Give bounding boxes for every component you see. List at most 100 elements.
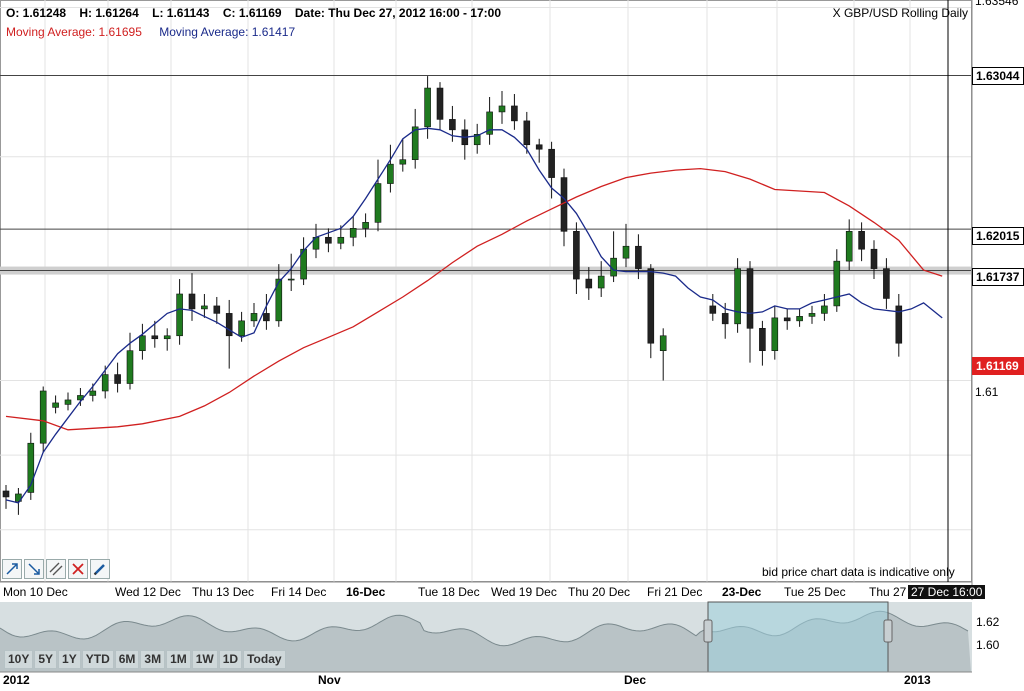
candle-body [337,236,345,244]
range-1d-button[interactable]: 1D [218,650,243,669]
candle-body [647,268,655,344]
candle-body [796,316,803,322]
candle-body [734,268,741,325]
navigator-left-handle [703,619,713,643]
candle-body [449,119,456,131]
x-label: Thu 20 Dec [568,585,631,599]
range-10y-button[interactable]: 10Y [4,650,34,669]
chart-grid [0,0,973,600]
range-1y-button[interactable]: 1Y [58,650,81,669]
ma-fast-line [5,127,943,504]
candle-body [573,231,580,280]
range-1m-button[interactable]: 1M [166,650,191,669]
moving-averages [5,127,943,504]
nav-x-label: Nov [318,673,341,687]
x-label: Fri 14 Dec [271,585,327,599]
candle-body [2,490,10,498]
horizontal-levels [0,75,971,275]
candle-body [597,275,605,289]
range-selector: 10Y 5Y 1Y YTD 6M 3M 1M 1W 1D Today [4,650,287,669]
x-label: Fri 21 Dec [647,585,703,599]
candle-body [213,305,221,314]
candle-body [39,390,47,444]
x-label: Wed 19 Dec [491,585,557,599]
candle-body [64,399,72,405]
range-5y-button[interactable]: 5Y [34,650,58,669]
trend-down-icon[interactable] [24,559,44,579]
range-today-button[interactable]: Today [243,650,286,669]
candle-body [883,268,890,299]
x-axis-labels: Mon 10 Dec Wed 12 Dec Thu 13 Dec Fri 14 … [0,584,1024,600]
range-6m-button[interactable]: 6M [114,650,140,669]
x-label: Thu 13 Dec [192,585,255,599]
candle-body [498,105,506,113]
candle-body [473,134,481,146]
x-label: Mon 10 Dec [3,585,68,599]
nav-x-label: Dec [624,673,647,687]
candle-body [238,320,245,337]
candle-body [771,317,779,351]
candle-body [709,305,717,314]
candle-body [833,260,841,307]
last-price-label: 1.61169 [972,357,1024,375]
candle-body [436,87,444,120]
candle-body [721,313,729,325]
range-ytd-button[interactable]: YTD [81,650,114,669]
candle-body [808,313,816,317]
range-1w-button[interactable]: 1W [191,650,218,669]
nav-y-label: 1.62 [976,615,1000,629]
candle-body [176,293,183,337]
low-value: L: 1.61143 [152,6,210,20]
x-label: 16-Dec [346,585,386,599]
candle-body [523,120,531,146]
candle-body [163,335,171,340]
candle-body [101,374,109,392]
delete-x-icon[interactable] [68,559,88,579]
plot-frame [0,0,972,582]
ma-slow-line [5,167,943,431]
candle-body [263,313,270,322]
candle-body [250,313,258,322]
candle-body [535,144,543,150]
pencil-icon[interactable] [90,559,110,579]
crosshair-time-label: 27 Dec 16:00 [908,585,986,599]
candle-body [374,183,382,223]
level-label: 1.63044 [972,67,1024,85]
candle-body [114,374,121,384]
close-value: C: 1.61169 [222,6,282,20]
range-3m-button[interactable]: 3M [140,650,166,669]
candle-body [151,335,159,340]
ma-fast-label: Moving Average: 1.61417 [159,25,296,39]
candle-body [399,159,407,165]
candle-body [622,245,630,259]
navigator-right-handle [883,619,893,643]
candle-body [821,305,828,314]
x-label: 23-Dec [722,585,762,599]
candle-body [424,87,431,128]
parallel-lines-icon[interactable] [46,559,66,579]
candle-body [870,248,878,269]
nav-x-label: 2012 [3,673,30,687]
candle-body [287,278,295,281]
trend-up-icon[interactable] [2,559,22,579]
candle-body [511,105,518,122]
high-value: H: 1.61264 [79,6,139,20]
y-label: 1.63546 [975,0,1019,8]
candle-body [783,317,791,322]
candle-body [275,278,283,322]
candle-body [486,111,493,135]
candle-body [635,245,642,269]
disclaimer-text: bid price chart data is indicative only [762,565,955,579]
level-label: 1.62015 [972,227,1024,245]
candle-body [52,402,59,408]
nav-y-label: 1.60 [976,638,1000,652]
candle-body [27,442,35,493]
y-label: 1.61 [975,385,999,399]
candle-body [126,350,134,384]
candle-body [349,228,357,238]
candle-body [225,313,233,337]
candle-body [188,293,196,310]
x-label: Thu 27 [869,585,907,599]
candle-body [585,278,593,289]
